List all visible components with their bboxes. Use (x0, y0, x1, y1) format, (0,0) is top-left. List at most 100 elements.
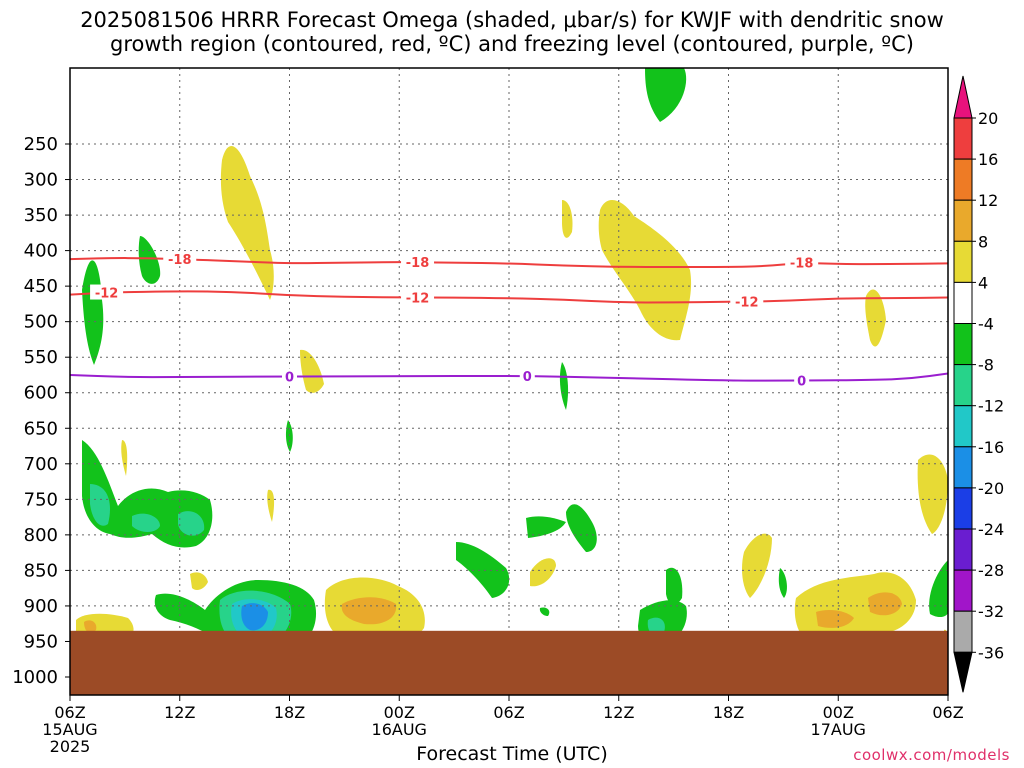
contour-freezing_level (70, 372, 948, 382)
x-date-label: 15AUG (42, 720, 97, 739)
y-tick-label: 800 (24, 525, 58, 546)
y-tick-label: 250 (24, 134, 58, 155)
contour-label-bg (282, 368, 297, 384)
omega-blob (138, 236, 161, 284)
omega-blob (90, 484, 110, 526)
contour-label: -18 (790, 257, 814, 272)
omega-blob (645, 68, 687, 122)
contour-label-bg (519, 368, 535, 384)
y-tick-label: 650 (24, 418, 58, 439)
chart-title-line-1: 2025081506 HRRR Forecast Omega (shaded, … (80, 8, 944, 32)
y-tick-label: 450 (24, 276, 58, 297)
omega-blob (598, 199, 692, 341)
y-tick-label: 950 (24, 631, 58, 652)
omega-blob (778, 568, 787, 598)
contour-label: 0 (523, 370, 532, 385)
omega-blob (82, 260, 104, 365)
colorbar-label: -20 (978, 479, 1004, 498)
credit-link[interactable]: coolwx.com/models (853, 746, 1010, 764)
y-tick-label: 700 (24, 454, 58, 475)
contour-label: -12 (406, 292, 430, 307)
omega-blob (562, 200, 573, 238)
omega-shading (76, 68, 948, 653)
x-tick-label: 18Z (274, 703, 305, 722)
omega-blob (190, 572, 208, 590)
omega-blob (865, 289, 886, 347)
colorbar-label: 12 (978, 191, 998, 210)
contour-label-bg (401, 254, 435, 270)
colorbar-segment (953, 610, 973, 653)
omega-blob (341, 597, 397, 625)
contour-label-bg (794, 372, 810, 388)
x-date-label: 17AUG (811, 720, 866, 739)
surface-ground (70, 630, 948, 695)
colorbar: 20 16 12 8 4 -4 -8 -12 -16 -20 -24 -28 -32 -36 (953, 75, 1004, 693)
contour-label-bg (785, 254, 819, 270)
colorbar-segment (953, 446, 973, 489)
omega-blob (121, 440, 128, 476)
colorbar-segment (953, 569, 973, 612)
x-date-label: 16AUG (372, 720, 427, 739)
omega-blob (559, 362, 569, 410)
omega-blob (929, 560, 948, 618)
colorbar-segment (953, 364, 973, 407)
x-year-label: 2025 (50, 737, 91, 756)
colorbar-segment (953, 487, 973, 530)
x-tick-label: 18Z (713, 703, 744, 722)
y-tick-label: 900 (24, 596, 58, 617)
colorbar-label: -12 (978, 397, 1004, 416)
contour-label: -12 (95, 287, 119, 302)
colorbar-label: 8 (978, 232, 988, 251)
y-axis: 250 300 350 400 450 500 550 600 650 700 750 800 850 9… (12, 134, 70, 688)
contour-label: -12 (735, 296, 759, 311)
omega-blob (539, 607, 550, 616)
contour-label: -18 (168, 253, 192, 268)
colorbar-label: -32 (978, 602, 1004, 621)
colorbar-segment (953, 528, 973, 571)
y-tick-label: 400 (24, 241, 58, 262)
omega-blob (566, 504, 597, 552)
contour-label-bg (401, 289, 435, 305)
omega-blob (868, 592, 902, 616)
omega-blob (456, 542, 510, 598)
omega-blob (84, 620, 97, 633)
contour-label-bg (730, 293, 764, 309)
x-tick-label: 12Z (603, 703, 634, 722)
omega-blob (241, 603, 268, 631)
colorbar-segment (953, 405, 973, 448)
x-tick-label: 12Z (164, 703, 195, 722)
y-tick-label: 600 (24, 383, 58, 404)
omega-blob (666, 567, 683, 605)
contour-label-bg (163, 251, 197, 267)
colorbar-label: -8 (978, 356, 994, 375)
omega-blob (178, 511, 205, 536)
x-tick-label: 06Z (493, 703, 524, 722)
omega-blob (526, 516, 566, 538)
y-tick-label: 500 (24, 312, 58, 333)
contour-label: 0 (797, 375, 806, 390)
omega-blob (132, 513, 160, 532)
contour-label: -18 (406, 256, 430, 271)
colorbar-bottom-arrow (953, 651, 973, 693)
colorbar-segment (953, 158, 973, 201)
grid-lines (70, 68, 948, 695)
x-tick-label: 00Z (823, 703, 854, 722)
y-tick-label: 550 (24, 347, 58, 368)
contour-lines: -18 -18 -18 -12 -12 -12 0 0 0 (70, 251, 948, 390)
contour-dgz_-12 (70, 290, 948, 304)
colorbar-segment (953, 281, 973, 324)
colorbar-label: 16 (978, 150, 998, 169)
colorbar-label: 20 (978, 109, 998, 128)
x-tick-label: 06Z (54, 703, 85, 722)
colorbar-segment (953, 240, 973, 283)
omega-blob (917, 454, 948, 534)
omega-blob (300, 349, 324, 393)
y-tick-label: 300 (24, 170, 58, 191)
x-tick-label: 00Z (384, 703, 415, 722)
chart-title-line-2: growth region (contoured, red, ºC) and f… (110, 32, 914, 56)
omega-blob (220, 146, 274, 300)
x-axis-title: Forecast Time (UTC) (416, 743, 608, 765)
omega-blob (267, 489, 275, 522)
